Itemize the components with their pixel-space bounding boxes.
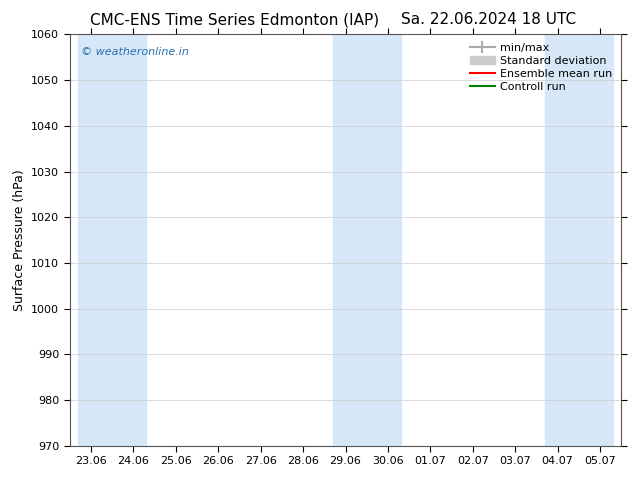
Text: CMC-ENS Time Series Edmonton (IAP): CMC-ENS Time Series Edmonton (IAP) — [90, 12, 379, 27]
Bar — [545, 34, 613, 446]
Text: Sa. 22.06.2024 18 UTC: Sa. 22.06.2024 18 UTC — [401, 12, 576, 27]
Y-axis label: Surface Pressure (hPa): Surface Pressure (hPa) — [13, 169, 25, 311]
Bar — [333, 34, 401, 446]
Legend: min/max, Standard deviation, Ensemble mean run, Controll run: min/max, Standard deviation, Ensemble me… — [467, 40, 616, 95]
Bar — [78, 34, 146, 446]
Text: © weatheronline.in: © weatheronline.in — [81, 47, 189, 57]
